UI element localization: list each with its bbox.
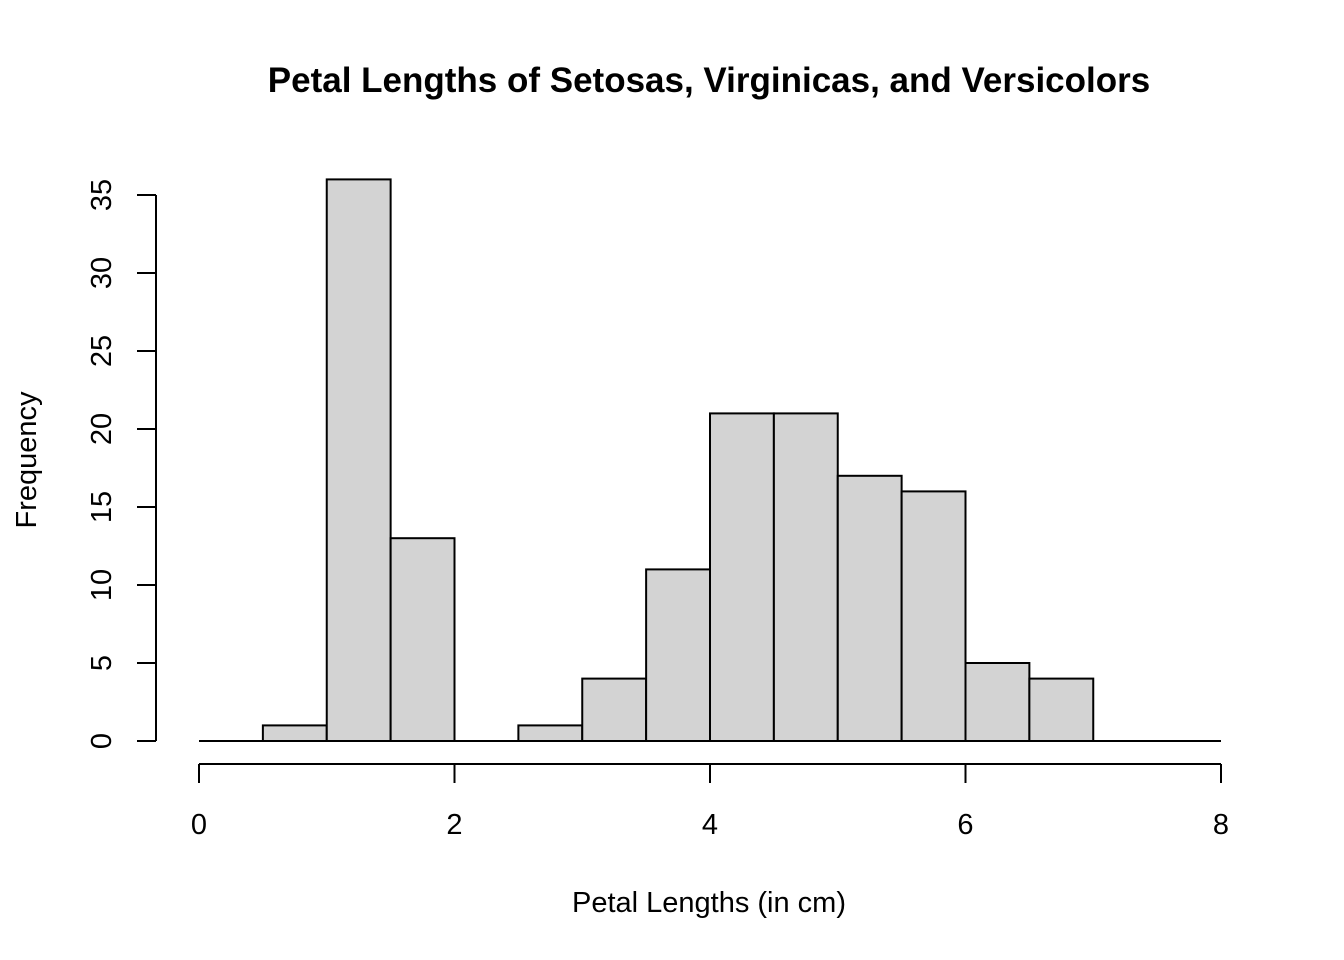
histogram-bar-2 — [325, 178, 392, 742]
histogram-bar-7 — [645, 568, 711, 743]
histogram-bar-6 — [581, 677, 648, 742]
bars-group — [261, 178, 1095, 743]
x-tick-label-4: 8 — [1213, 809, 1229, 841]
y-tick-label-1: 5 — [86, 655, 118, 671]
histogram-bar-10 — [836, 474, 903, 742]
y-tick-label-4: 20 — [86, 413, 118, 445]
y-tick-label-7: 35 — [86, 179, 118, 211]
y-tick-label-3: 15 — [86, 491, 118, 523]
histogram-bar-9 — [772, 412, 839, 742]
x-tick-label-3: 6 — [957, 809, 973, 841]
x-tick-label-1: 2 — [446, 809, 462, 841]
histogram-bar-3 — [389, 537, 456, 743]
x-axis: 0 2 4 6 8 — [191, 763, 1229, 841]
y-tick-label-5: 25 — [86, 335, 118, 367]
y-tick-label-0: 0 — [86, 733, 118, 749]
y-tick-label-2: 10 — [86, 569, 118, 601]
y-axis: 0 5 10 15 20 25 30 35 — [86, 179, 157, 749]
x-tick-label-2: 4 — [702, 809, 718, 841]
histogram-bar-11 — [900, 490, 967, 742]
x-axis-label: Petal Lengths (in cm) — [572, 887, 846, 919]
y-tick-label-6: 30 — [86, 257, 118, 289]
histogram-bar-8 — [709, 412, 775, 742]
histogram-bar-5 — [517, 724, 584, 743]
histogram-bar-13 — [1028, 677, 1095, 742]
chart-title: Petal Lengths of Setosas, Virginicas, an… — [268, 61, 1150, 100]
x-tick-label-0: 0 — [191, 809, 207, 841]
histogram-bar-12 — [964, 662, 1031, 742]
histogram-bar-1 — [261, 724, 328, 743]
y-axis-label: Frequency — [11, 391, 43, 529]
